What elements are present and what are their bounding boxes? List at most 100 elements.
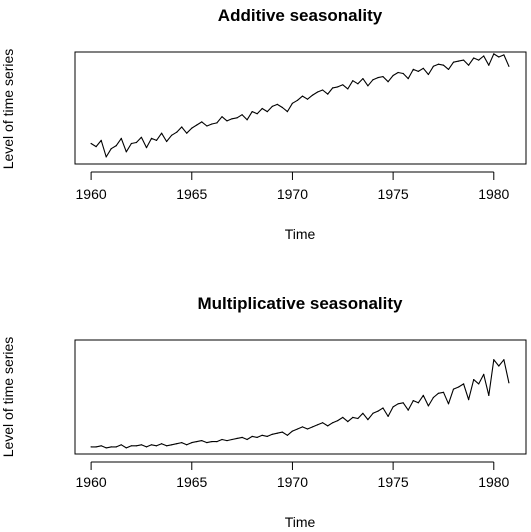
data-point <box>166 140 168 143</box>
data-point <box>140 136 142 138</box>
data-point <box>276 103 278 105</box>
data-point <box>483 55 485 57</box>
plot-frame-additive <box>74 51 527 165</box>
data-point <box>95 446 97 448</box>
data-point <box>196 441 198 443</box>
chart-title-multiplicative: Multiplicative seasonality <box>197 294 403 313</box>
data-point <box>372 412 374 414</box>
data-point <box>130 445 132 447</box>
data-point <box>478 383 480 385</box>
data-point <box>286 434 288 436</box>
data-point <box>120 137 122 139</box>
data-point <box>150 137 153 139</box>
data-point <box>437 63 439 65</box>
data-point <box>442 64 445 66</box>
chart-panel-multiplicative: Multiplicative seasonality 1960 1965 1970 1… <box>0 294 527 530</box>
data-point <box>90 446 92 448</box>
data-point <box>352 416 354 418</box>
data-point <box>176 131 178 133</box>
data-point <box>140 444 142 446</box>
data-point <box>452 61 455 63</box>
data-point <box>397 403 399 405</box>
data-point <box>503 54 505 56</box>
data-point <box>468 64 470 66</box>
data-point <box>387 81 389 83</box>
data-point <box>150 444 153 446</box>
data-point <box>296 99 299 101</box>
data-point <box>468 399 470 401</box>
data-point <box>327 93 329 95</box>
chart-panel-additive: Additive seasonality 1960 1965 1970 1975 198… <box>0 6 527 242</box>
data-point <box>357 83 359 85</box>
data-point <box>317 424 319 426</box>
data-point <box>387 415 389 417</box>
data-point <box>161 443 163 445</box>
data-point <box>317 91 319 93</box>
data-point <box>125 447 127 449</box>
data-point <box>337 420 339 422</box>
data-point <box>382 76 384 78</box>
data-point <box>95 146 97 148</box>
y-axis-label-multiplicative: Level of time series <box>0 337 16 458</box>
data-point <box>196 124 198 126</box>
data-point <box>498 56 500 58</box>
data-point <box>110 446 112 448</box>
data-point <box>211 441 213 443</box>
x-tick-label: 1975 <box>378 186 409 202</box>
data-point <box>503 359 505 361</box>
data-point <box>312 94 314 96</box>
x-axis-additive: 1960 1965 1970 1975 1980 <box>76 171 510 202</box>
series-points-multiplicative <box>90 359 510 449</box>
data-point <box>130 142 132 145</box>
x-tick-label: 1970 <box>277 186 308 202</box>
data-point <box>452 388 455 390</box>
data-point <box>155 445 158 447</box>
x-tick-label: 1980 <box>478 474 509 490</box>
data-point <box>493 359 495 361</box>
data-point <box>246 119 248 121</box>
data-point <box>392 74 394 77</box>
data-point <box>201 121 203 123</box>
data-point <box>125 151 127 153</box>
data-point <box>261 434 263 436</box>
data-point <box>181 126 183 128</box>
data-point <box>211 123 213 125</box>
data-point <box>105 447 107 449</box>
x-axis-multiplicative: 1960 1965 1970 1975 1980 <box>76 461 510 490</box>
data-point <box>176 443 178 445</box>
data-point <box>347 88 349 90</box>
data-point <box>417 70 419 72</box>
x-tick-label: 1970 <box>277 474 308 490</box>
data-point <box>447 403 450 405</box>
data-point <box>463 383 465 385</box>
data-point <box>251 435 253 437</box>
data-point <box>422 67 424 69</box>
data-point <box>251 111 253 113</box>
data-point <box>442 391 445 393</box>
data-point <box>412 400 414 402</box>
data-point <box>135 445 137 447</box>
data-point <box>407 409 409 411</box>
data-point <box>90 142 92 145</box>
data-point <box>372 79 374 81</box>
data-point <box>463 59 465 61</box>
data-point <box>266 435 268 437</box>
data-point <box>236 437 238 439</box>
data-point <box>407 78 409 80</box>
data-point <box>367 419 369 421</box>
x-tick-label: 1980 <box>478 186 509 202</box>
data-point <box>206 442 208 444</box>
data-point <box>447 68 450 70</box>
data-point <box>231 438 233 441</box>
data-point <box>427 73 429 76</box>
data-point <box>241 114 243 116</box>
data-point <box>432 65 434 67</box>
data-point <box>458 386 460 388</box>
data-point <box>488 394 490 396</box>
x-tick-label: 1975 <box>378 474 409 490</box>
data-point <box>427 405 429 407</box>
data-point <box>402 402 404 404</box>
data-point <box>493 53 495 55</box>
data-point <box>337 86 339 88</box>
chart-title-additive: Additive seasonality <box>218 6 383 25</box>
